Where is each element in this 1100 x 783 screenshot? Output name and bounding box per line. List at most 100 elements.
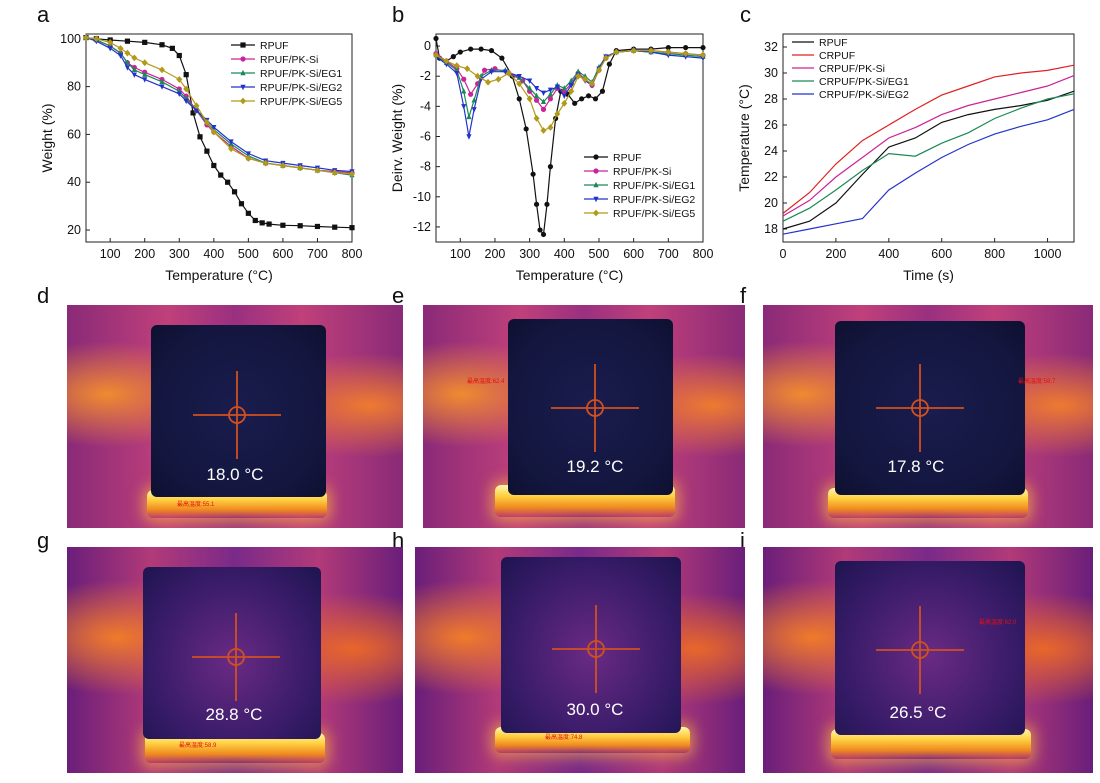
plot-frame [85, 33, 353, 243]
data-point [478, 46, 484, 52]
y-axis-label: Weight (%) [39, 104, 55, 173]
data-point [131, 66, 137, 73]
data-point [585, 93, 592, 99]
y-tick-label: -12 [413, 220, 431, 234]
data-point [561, 99, 568, 107]
y-axis-label: Deirv. Weight (%) [389, 84, 405, 192]
thermal-image-f: 17.8 °C 最高温度:58.7 [763, 305, 1093, 528]
data-point [297, 223, 303, 229]
data-point [176, 91, 182, 97]
data-point [568, 87, 575, 95]
plot-frame [435, 33, 704, 243]
y-tick-label: -10 [413, 190, 431, 204]
y-tick-label: -8 [420, 160, 431, 174]
data-point [589, 80, 596, 88]
y-tick-label: 18 [764, 222, 778, 236]
chart-c: 0 200 400 600 800 1000 18 20 22 24 26 28 30 32 Time (s… [736, 33, 1075, 283]
temperature-readout: 30.0 °C [566, 700, 624, 719]
data-point [466, 134, 472, 140]
panel-letter-i: i [740, 528, 745, 553]
data-point [471, 107, 477, 113]
data-point [505, 69, 512, 77]
y-tick-label: -4 [420, 99, 431, 113]
foam-sample [508, 319, 673, 495]
x-tick-label: 200 [825, 247, 846, 261]
data-point [142, 39, 148, 45]
data-point [461, 76, 467, 82]
x-tick-label: 300 [169, 247, 190, 261]
data-point [466, 113, 472, 120]
data-point [259, 220, 265, 226]
data-point [245, 154, 252, 162]
data-point [533, 97, 540, 103]
chart-a: 100 200 300 400 500 600 700 800 20 40 60 80 100 Tempe… [39, 32, 362, 283]
data-point [665, 44, 671, 51]
max-temperature-label: 最高温度:58.9 [179, 743, 217, 749]
data-point [159, 42, 165, 48]
x-tick-label: 200 [134, 247, 155, 261]
data-point [682, 50, 689, 57]
y-tick-label: 30 [764, 66, 778, 80]
data-point [527, 85, 533, 91]
x-tick-label: 600 [272, 247, 293, 261]
data-point [474, 72, 481, 80]
data-point [349, 225, 355, 231]
panel-letter-b: b [392, 2, 405, 27]
data-point [183, 72, 189, 78]
crosshair-icon [876, 364, 964, 452]
legend-label: RPUF [613, 152, 642, 164]
data-point [349, 170, 355, 178]
panel-letter-e: e [392, 283, 405, 308]
x-tick-label: 100 [450, 247, 471, 261]
series-line [782, 108, 1075, 235]
temperature-readout: 18.0 °C [206, 465, 264, 484]
y-tick-label: 60 [67, 127, 81, 141]
legend-label: CRPUF/PK-Si/EG2 [819, 89, 909, 101]
data-point [461, 104, 467, 110]
crosshair-icon [876, 606, 964, 694]
data-point [488, 47, 495, 54]
data-point [592, 96, 599, 102]
data-point [533, 92, 540, 98]
data-point [495, 75, 502, 83]
y-axis-label: Temperature (°C) [736, 84, 752, 192]
legend-label: RPUF [819, 37, 848, 49]
data-point [665, 48, 672, 56]
y-tick-label: 40 [67, 175, 81, 189]
data-point [93, 35, 100, 43]
data-point [547, 164, 554, 170]
panel-letter-c: c [740, 2, 751, 27]
x-tick-label: 100 [100, 247, 121, 261]
max-temperature-label: 最高温度:62.4 [467, 379, 505, 385]
data-point [530, 171, 536, 177]
legend-marker [593, 209, 599, 217]
data-point [228, 139, 234, 145]
panel-letter-f: f [740, 283, 747, 308]
data-point [279, 162, 286, 169]
data-point [499, 55, 505, 61]
legend-marker [593, 168, 599, 174]
data-point [231, 189, 238, 195]
thermal-image-d: 18.0 °C 最高温度:55.1 [67, 305, 403, 528]
panel-letter-h: h [392, 528, 405, 553]
y-tick-label: -6 [420, 129, 431, 143]
data-point [502, 69, 508, 75]
x-tick-label: 600 [931, 247, 952, 261]
legend-label: RPUF/PK-Si/EG5 [613, 208, 695, 220]
data-point [131, 54, 138, 62]
data-point [107, 38, 114, 46]
data-point [266, 221, 272, 227]
series-line [782, 75, 1075, 217]
thermal-image-i: 26.5 °C 最高温度:62.0 [763, 547, 1093, 773]
data-point [568, 83, 574, 89]
data-point [488, 69, 495, 75]
data-point [142, 77, 148, 83]
data-point [331, 169, 338, 177]
x-tick-label: 300 [519, 247, 540, 261]
y-tick-label: 24 [764, 144, 778, 158]
data-point [540, 90, 547, 96]
foam-sample [501, 557, 681, 733]
y-tick-label: 20 [67, 223, 81, 237]
x-tick-label: 600 [623, 247, 644, 261]
data-point [83, 34, 89, 41]
